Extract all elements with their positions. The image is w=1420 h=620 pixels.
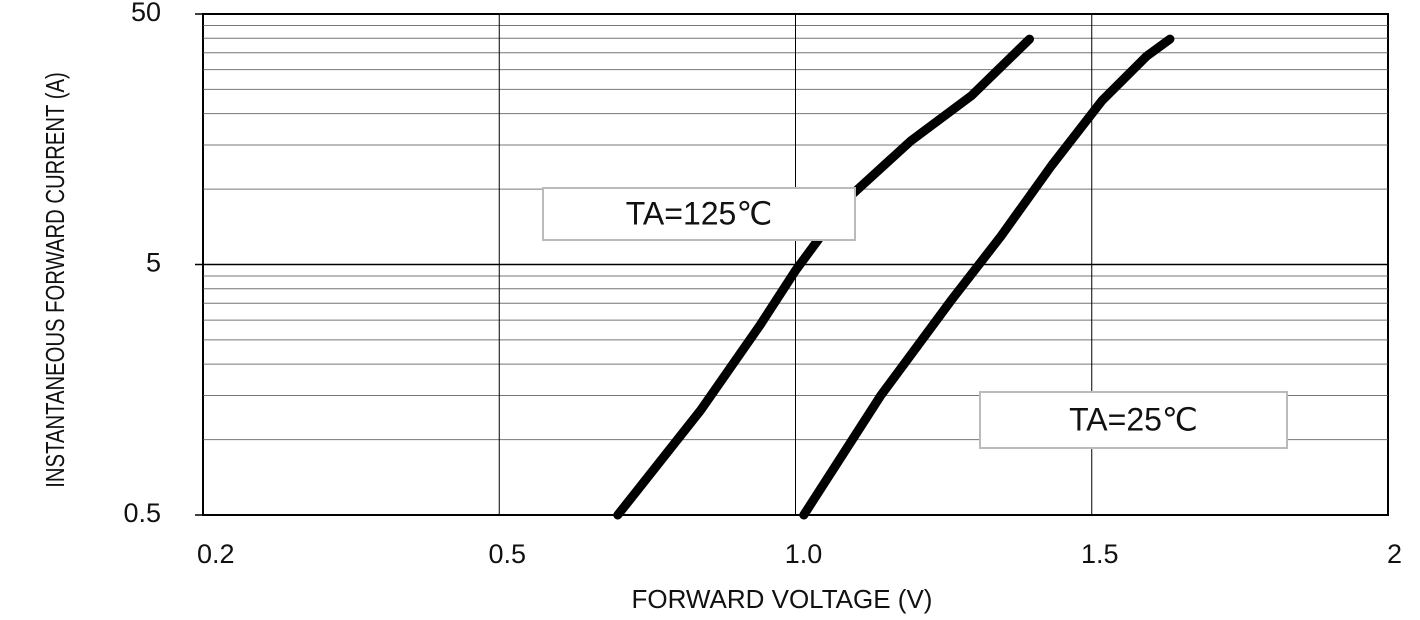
curve xyxy=(799,34,1175,520)
x-tick-label: 2 xyxy=(1387,539,1402,569)
label-box xyxy=(542,187,856,241)
x-tick-label: 1.0 xyxy=(785,539,823,569)
y-axis-title: INSTANTANEOUS FORWARD CURRENT (A) xyxy=(40,72,69,487)
y-tick-label: 0.5 xyxy=(123,498,161,528)
x-tick-label: 0.5 xyxy=(488,539,526,569)
x-tick-label: 1.5 xyxy=(1081,539,1119,569)
x-axis-title: FORWARD VOLTAGE (V) xyxy=(632,584,933,614)
labels: 0.5 5 50 0.2 0.5 1.0 1.5 2 TA=125℃ TA=25℃ xyxy=(123,0,1402,569)
y-tick-label: 50 xyxy=(131,0,161,27)
label-box xyxy=(979,391,1288,449)
x-tick-label: 0.2 xyxy=(197,539,235,569)
series-label: TA=125℃ xyxy=(626,195,773,231)
series-label: TA=25℃ xyxy=(1069,401,1198,437)
y-tick-label: 5 xyxy=(146,248,161,278)
